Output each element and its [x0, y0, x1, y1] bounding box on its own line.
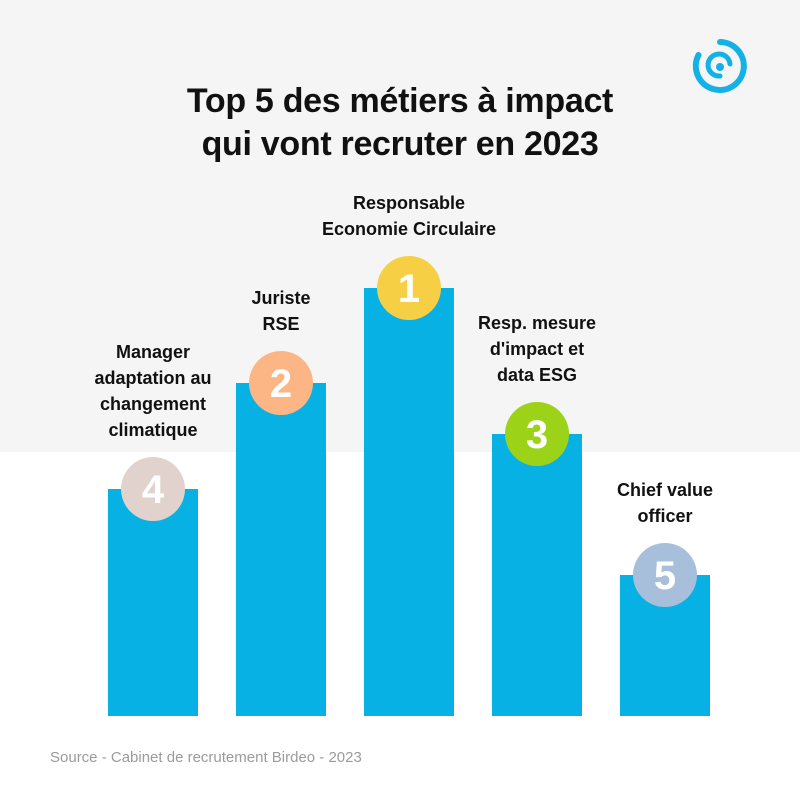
category-label-rank-2: RSE: [262, 314, 299, 334]
category-label-rank-3: d'impact et: [490, 339, 584, 359]
title-line-2: qui vont recruter en 2023: [201, 125, 599, 163]
spiral-logo-icon: [692, 39, 747, 93]
rank-badge-5: [633, 543, 697, 607]
category-label-rank-2: Juriste: [251, 288, 310, 308]
category-label-rank-4: adaptation au: [94, 368, 211, 388]
category-label-rank-1: Economie Circulaire: [322, 219, 496, 239]
rank-number-1: 1: [398, 267, 420, 311]
rank-number-2: 2: [270, 362, 292, 406]
category-label-rank-3: Resp. mesure: [478, 313, 596, 333]
rank-number-4: 4: [142, 468, 165, 512]
title-line-1: Top 5 des métiers à impact: [186, 82, 614, 120]
bar-rank-2: [236, 383, 326, 716]
source-caption: Source - Cabinet de recrutement Birdeo -…: [50, 749, 362, 766]
category-label-rank-4: Manager: [116, 342, 190, 362]
bar-rank-3: [492, 434, 582, 716]
rank-badge-4: [121, 457, 185, 521]
rank-number-5: 5: [654, 554, 676, 598]
rank-badge-3: [505, 402, 569, 466]
rank-number-3: 3: [526, 413, 548, 457]
bar-rank-4: [108, 489, 198, 716]
bar-rank-1: [364, 288, 454, 716]
category-label-rank-5: Chief value: [617, 480, 713, 500]
rank-badge-2: [249, 351, 313, 415]
page-title: Top 5 des métiers à impact qui vont recr…: [0, 80, 800, 166]
rank-badge-1: [377, 256, 441, 320]
category-label-rank-4: changement: [100, 394, 206, 414]
category-label-rank-1: Responsable: [353, 193, 465, 213]
category-label-rank-5: officer: [637, 506, 692, 526]
category-label-rank-3: data ESG: [497, 365, 577, 385]
category-label-rank-4: climatique: [108, 420, 197, 440]
